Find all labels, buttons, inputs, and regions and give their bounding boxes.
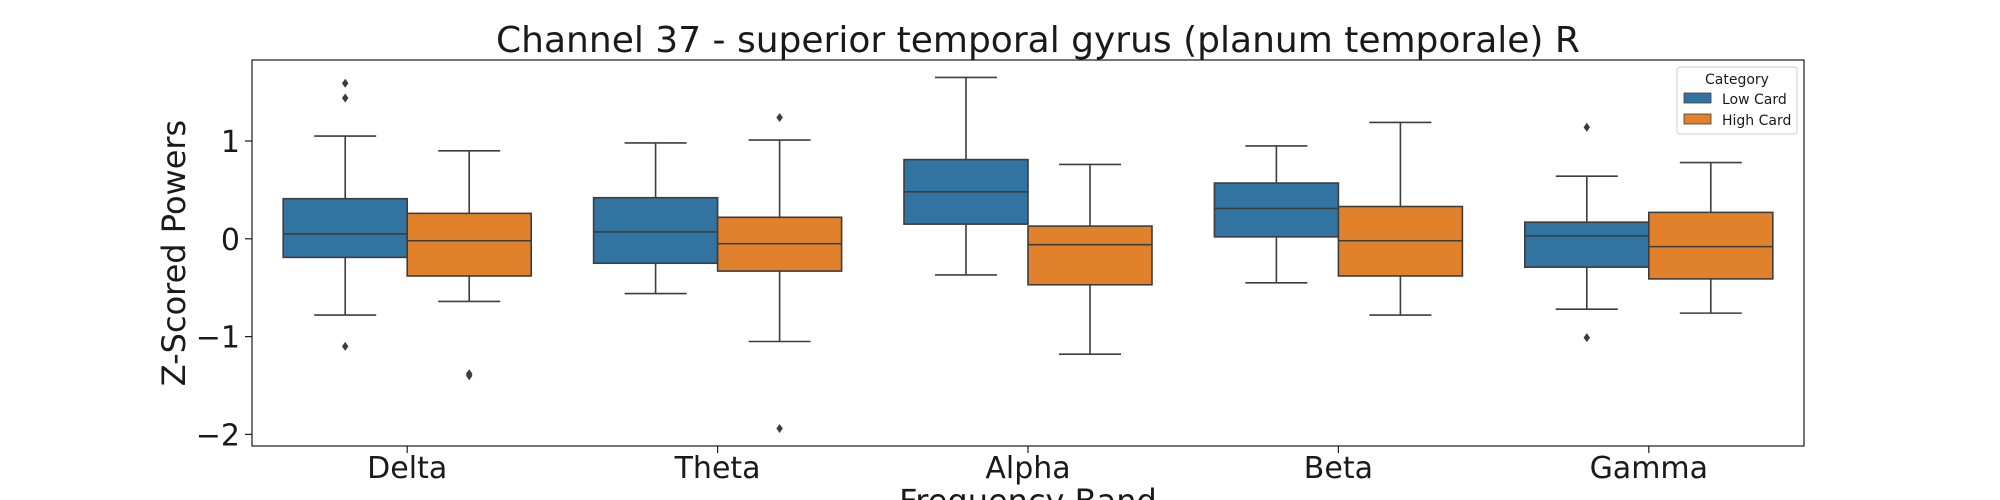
box-high-card-gamma [1648, 161, 1774, 314]
box-low-card-theta [592, 142, 719, 295]
outlier-point [341, 93, 349, 103]
box-high-card-beta [1337, 121, 1464, 316]
x-tick-label: Gamma [1590, 451, 1708, 486]
box-iqr [1213, 182, 1340, 238]
y-tick-label: 1 [221, 125, 240, 160]
outlier-point [465, 371, 473, 381]
legend-swatch-high-card [1683, 113, 1712, 125]
outlier-point [341, 78, 349, 88]
box-low-card-beta [1213, 145, 1340, 284]
box-high-card-theta [716, 113, 843, 434]
x-tick-label: Theta [674, 451, 761, 486]
x-tick-label: Beta [1304, 451, 1373, 486]
legend-label-high-card: High Card [1722, 113, 1791, 129]
box-low-card-gamma [1524, 122, 1650, 343]
y-tick-label: 0 [221, 223, 240, 258]
plot-marks [282, 76, 1774, 434]
legend-title: Category [1705, 72, 1769, 88]
x-axis-label: Frequency Band [899, 482, 1157, 500]
legend: Category Low Card High Card [1676, 66, 1798, 135]
x-tick-label: Alpha [985, 451, 1070, 486]
box-iqr [1027, 225, 1153, 286]
box-high-card-alpha [1027, 163, 1153, 356]
box-iqr [1524, 221, 1650, 268]
box-iqr [1648, 211, 1774, 280]
x-tick-label: Delta [367, 451, 447, 486]
legend-swatch-low-card [1683, 92, 1712, 104]
box-iqr [592, 196, 719, 265]
box-iqr [282, 197, 409, 259]
box-low-card-alpha [903, 76, 1029, 276]
outlier-point [341, 341, 349, 351]
x-axis: Delta Theta Alpha Beta Gamma [367, 446, 1708, 486]
outlier-point [1583, 122, 1591, 132]
box-low-card-delta [282, 78, 409, 351]
y-tick-label: −1 [196, 321, 240, 356]
box-iqr [406, 212, 533, 277]
outlier-point [1583, 333, 1591, 343]
y-axis-label: Z-Scored Powers [155, 120, 193, 386]
box-high-card-delta [406, 149, 533, 381]
chart-title: Channel 37 - superior temporal gyrus (pl… [496, 20, 1580, 61]
y-tick-label: −2 [196, 418, 240, 453]
legend-label-low-card: Low Card [1722, 92, 1787, 108]
outlier-point [776, 424, 783, 434]
outlier-point [776, 113, 783, 123]
y-axis: 1 0 −1 −2 [196, 125, 252, 453]
